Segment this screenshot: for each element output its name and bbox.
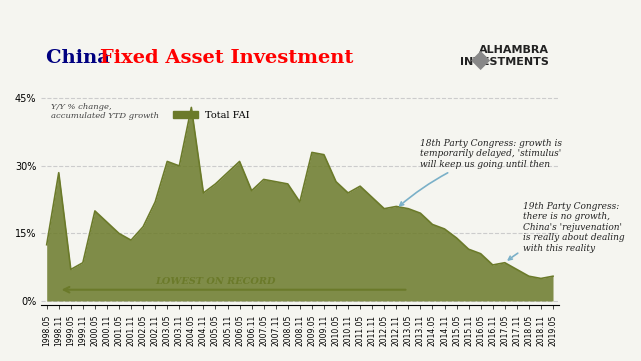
Text: Fixed Asset Investment: Fixed Asset Investment	[100, 49, 354, 67]
Text: ◆: ◆	[471, 48, 490, 72]
Text: 19th Party Congress:
there is no growth,
China's 'rejuvenation'
is really about : 19th Party Congress: there is no growth,…	[508, 202, 624, 260]
Legend: Total FAI: Total FAI	[169, 108, 254, 124]
Text: Y/Y % change,
accumulated YTD growth: Y/Y % change, accumulated YTD growth	[51, 103, 159, 120]
Text: 18th Party Congress: growth is
temporarily delayed, 'stimulus'
will keep us goin: 18th Party Congress: growth is temporari…	[400, 139, 562, 206]
Text: China: China	[46, 49, 117, 67]
Text: ALHAMBRA
INVESTMENTS: ALHAMBRA INVESTMENTS	[460, 45, 549, 67]
Text: LOWEST ON RECORD: LOWEST ON RECORD	[155, 277, 276, 286]
